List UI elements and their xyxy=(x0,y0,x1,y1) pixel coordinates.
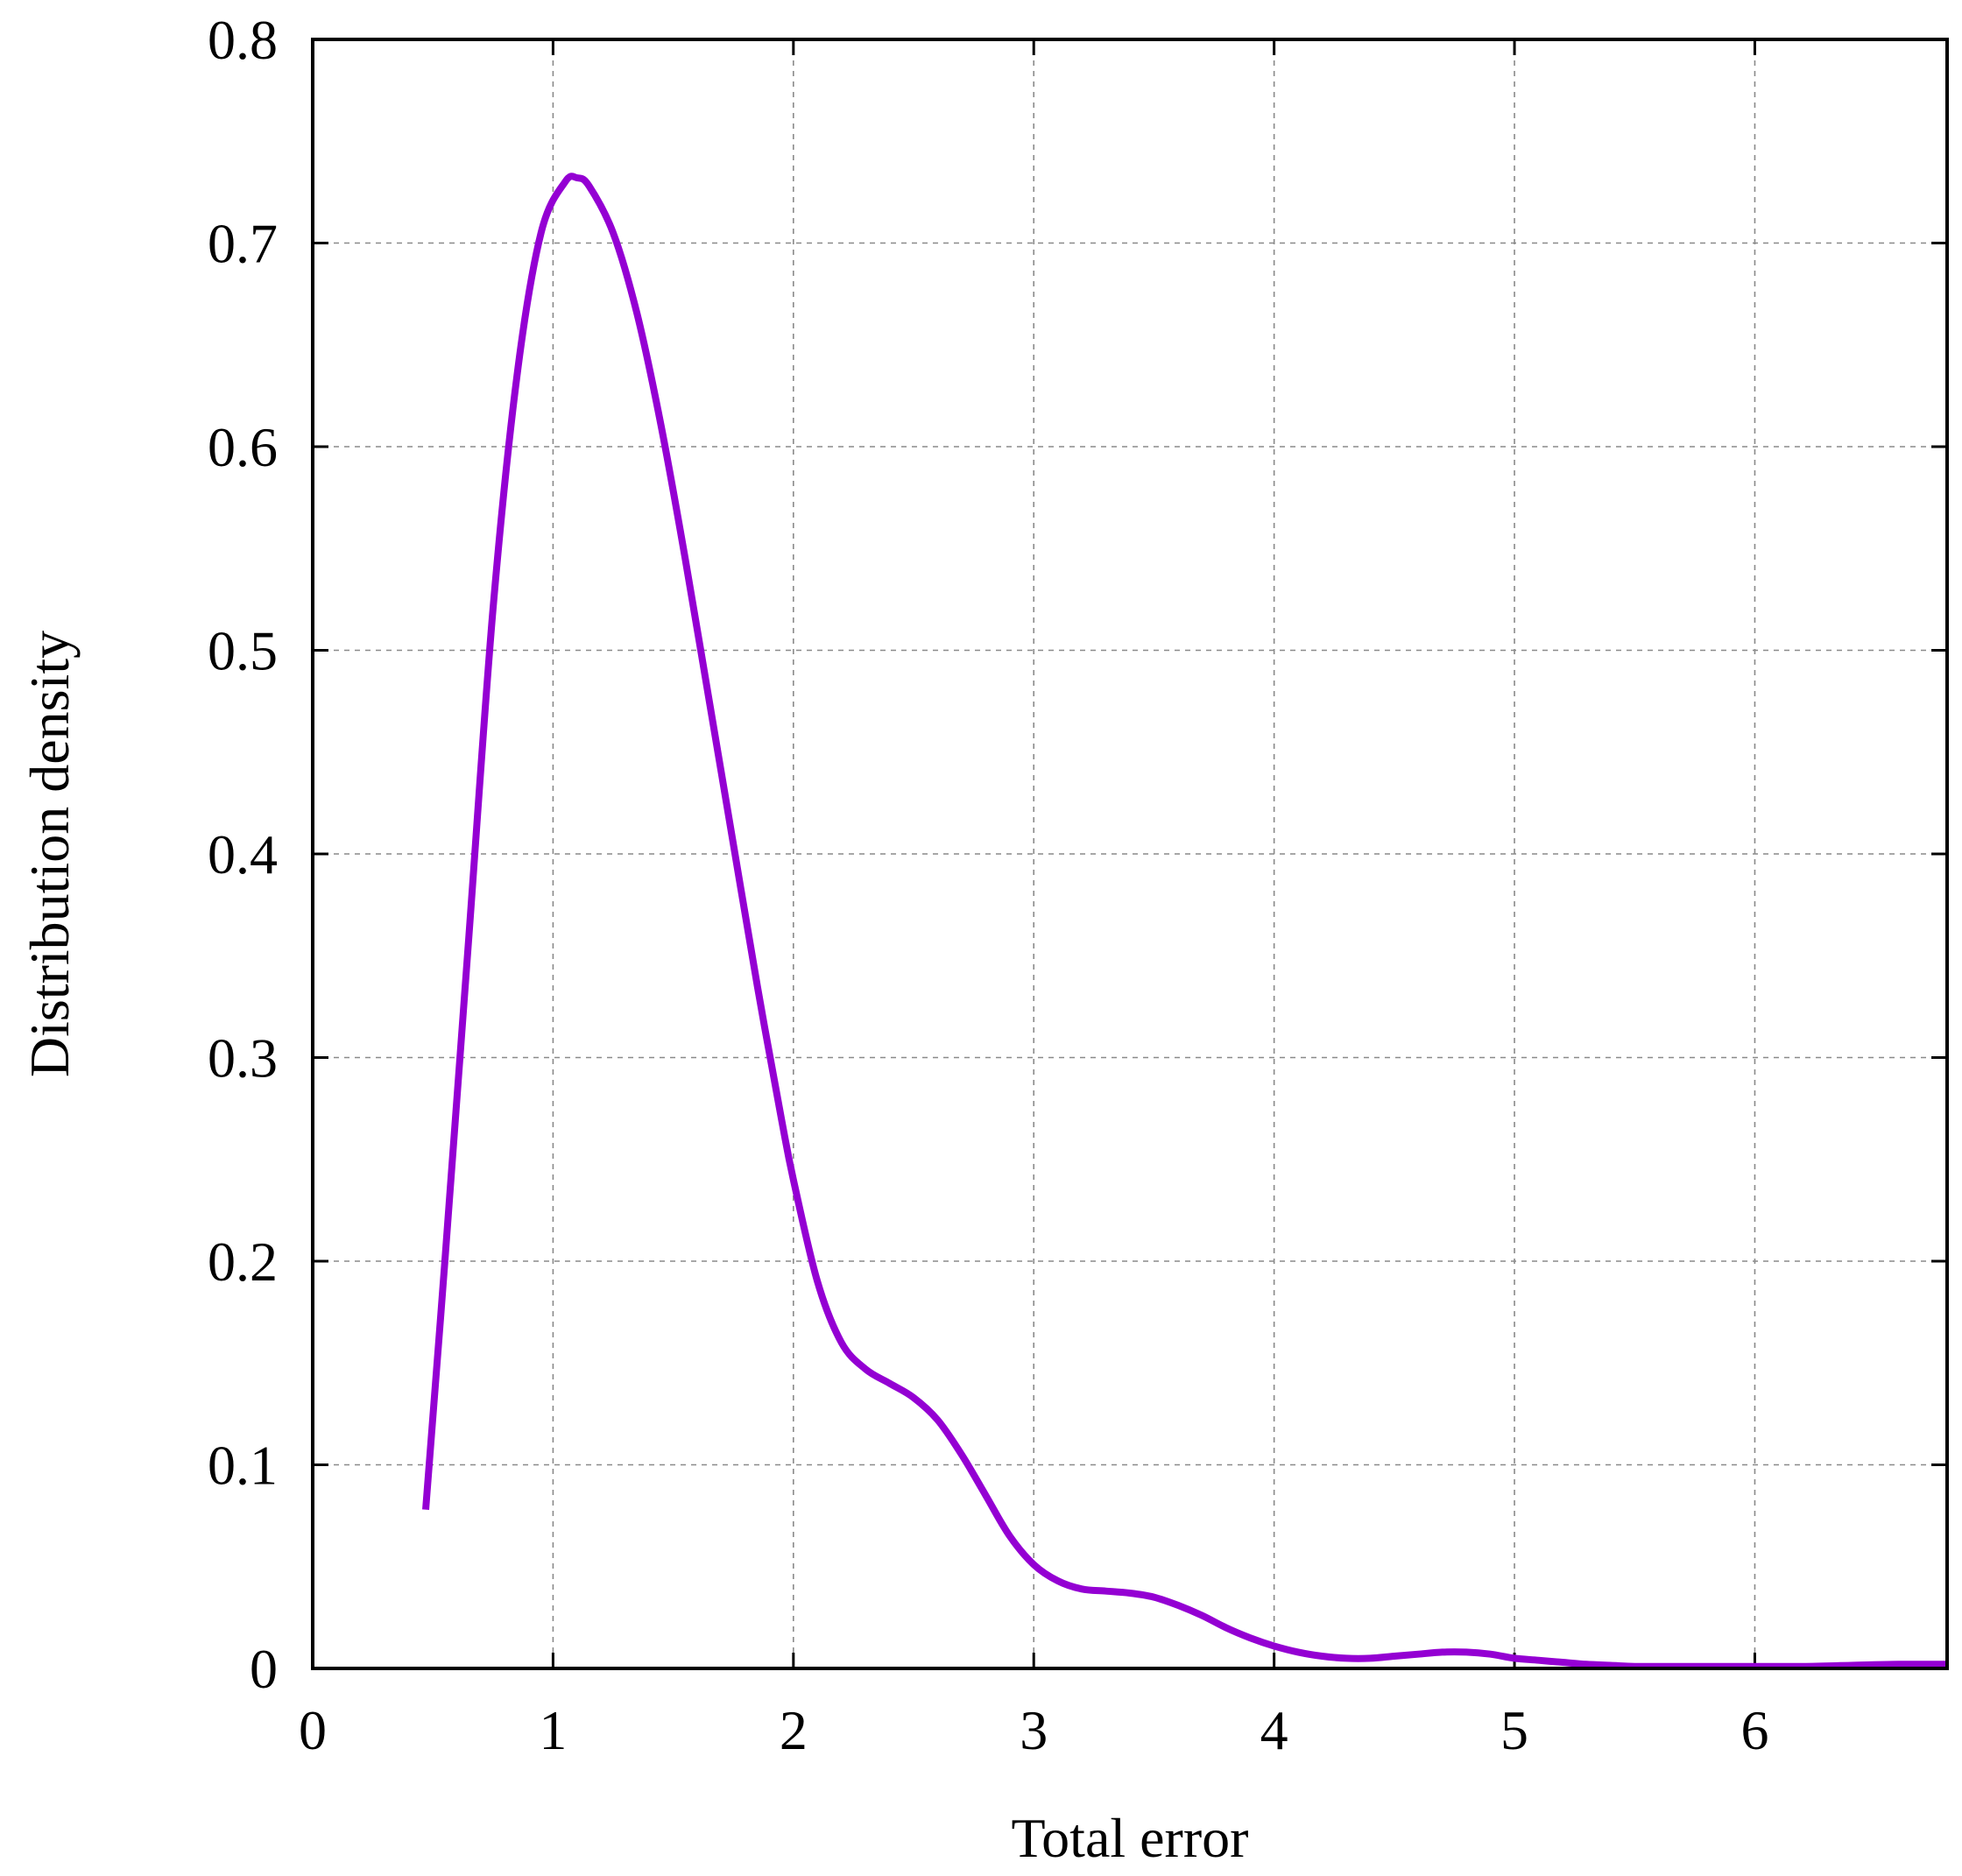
y-tick-label: 0.4 xyxy=(208,823,278,885)
x-axis-title: Total error xyxy=(1012,1807,1249,1869)
y-tick-label: 0.7 xyxy=(208,213,278,275)
y-tick-label: 0 xyxy=(250,1638,278,1700)
grid xyxy=(313,39,1947,1668)
x-tick-labels: 0 1 2 3 4 5 6 xyxy=(299,1699,1768,1761)
series-layer xyxy=(422,173,1948,1670)
x-tick-label: 4 xyxy=(1260,1699,1288,1761)
x-tick-label: 2 xyxy=(780,1699,808,1761)
y-tick-label: 0.5 xyxy=(208,620,278,682)
y-tick-labels: 0 0.1 0.2 0.3 0.4 0.5 0.6 0.7 0.8 xyxy=(208,9,278,1700)
x-tick-label: 1 xyxy=(539,1699,567,1761)
y-tick-label: 0.2 xyxy=(208,1231,278,1293)
y-axis-title: Distribution density xyxy=(18,631,81,1077)
y-tick-label: 0.6 xyxy=(208,416,278,478)
y-tick-label: 0.3 xyxy=(208,1027,278,1090)
plot-frame xyxy=(311,38,1949,1670)
density-series-line xyxy=(422,173,1948,1670)
y-tick-label: 0.1 xyxy=(208,1435,278,1497)
x-tick-label: 3 xyxy=(1020,1699,1048,1761)
x-tick-label: 0 xyxy=(299,1699,327,1761)
x-tick-label: 6 xyxy=(1740,1699,1768,1761)
y-tick-label: 0.8 xyxy=(208,9,278,71)
x-tick-label: 5 xyxy=(1500,1699,1528,1761)
